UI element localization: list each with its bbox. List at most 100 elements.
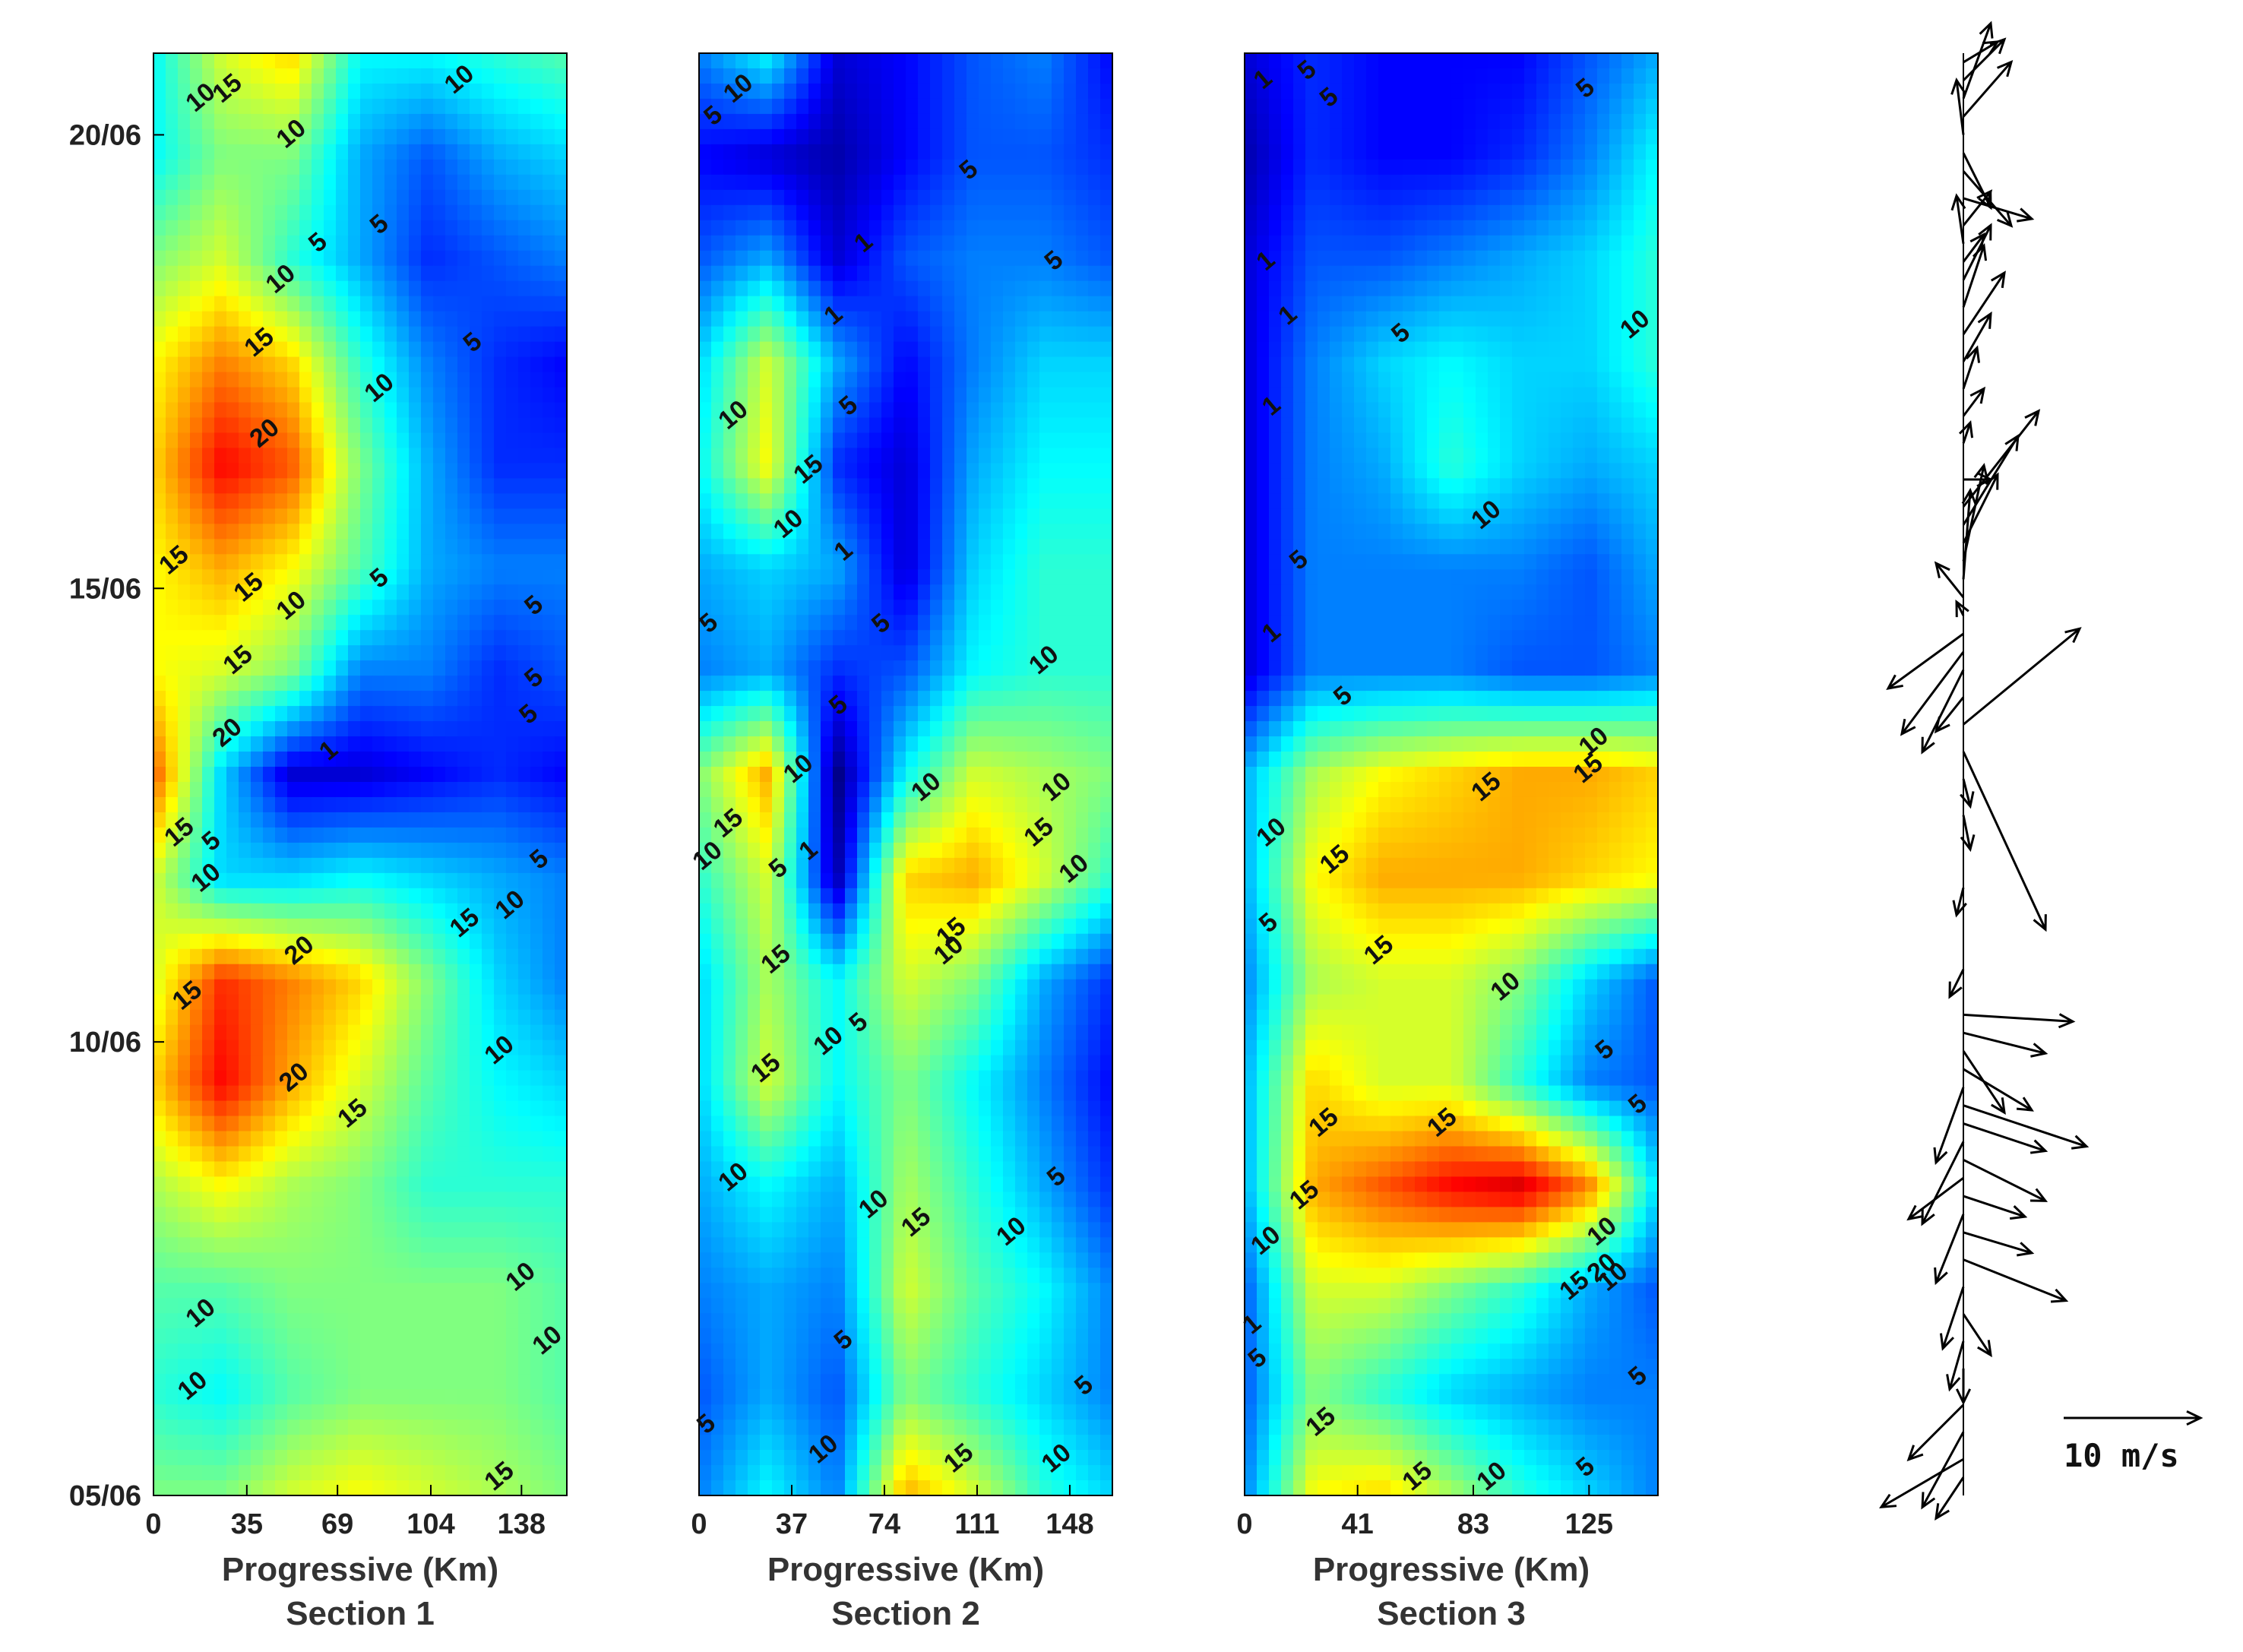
- heatmap-cell: [772, 326, 785, 343]
- heatmap-cell: [979, 448, 992, 464]
- heatmap-cell: [239, 1207, 252, 1223]
- heatmap-cell: [530, 888, 543, 904]
- heatmap-cell: [918, 144, 931, 160]
- heatmap-cell: [470, 615, 482, 631]
- heatmap-cell: [530, 1480, 543, 1495]
- heatmap-cell: [312, 1161, 324, 1178]
- heatmap-cell: [239, 250, 252, 267]
- heatmap-cell: [409, 1419, 422, 1435]
- heatmap-cell: [906, 630, 919, 646]
- heatmap-cell: [263, 1055, 276, 1071]
- heatmap-cell: [287, 1116, 300, 1132]
- heatmap-cell: [409, 584, 422, 601]
- heatmap-cell: [869, 493, 882, 510]
- heatmap-cell: [457, 113, 470, 130]
- heatmap-cell: [239, 539, 252, 555]
- heatmap-cell: [312, 524, 324, 540]
- heatmap-cell: [348, 508, 361, 525]
- heatmap-cell: [360, 1100, 373, 1117]
- heatmap-cell: [214, 1161, 227, 1178]
- heatmap-cell: [226, 1055, 239, 1071]
- heatmap-cell: [239, 1024, 252, 1041]
- heatmap-cell: [287, 1252, 300, 1269]
- heatmap-cell: [409, 356, 422, 373]
- heatmap-cell: [1003, 387, 1016, 404]
- heatmap-cell: [457, 676, 470, 691]
- heatmap-cell: [178, 463, 191, 479]
- heatmap-cell: [482, 235, 495, 252]
- heatmap-cell: [954, 463, 967, 479]
- heatmap-cell: [433, 1298, 446, 1315]
- heatmap-cell: [1088, 600, 1101, 616]
- heatmap-cell: [433, 630, 446, 646]
- heatmap-cell: [372, 204, 385, 221]
- heatmap-cell: [251, 387, 264, 404]
- heatmap-cell: [555, 645, 567, 661]
- heatmap-cell: [214, 1328, 227, 1345]
- heatmap-cell: [275, 508, 288, 525]
- heatmap-cell: [543, 569, 555, 586]
- heatmap-cell: [857, 113, 870, 130]
- heatmap-cell: [214, 842, 227, 859]
- heatmap-cell: [555, 706, 567, 722]
- heatmap-cell: [881, 432, 894, 449]
- heatmap-cell: [470, 539, 482, 555]
- heatmap-cell: [1088, 144, 1101, 160]
- heatmap-cell: [1076, 341, 1089, 358]
- heatmap-cell: [457, 1024, 470, 1041]
- heatmap-cell: [384, 326, 397, 343]
- heatmap-cell: [1027, 189, 1040, 206]
- heatmap-cell: [153, 341, 166, 358]
- heatmap-cell: [942, 645, 955, 661]
- heatmap-cell: [457, 1237, 470, 1254]
- heatmap-cell: [918, 645, 931, 661]
- heatmap-cell: [543, 903, 555, 919]
- heatmap-cell: [372, 888, 385, 904]
- heatmap-cell: [881, 235, 894, 252]
- heatmap-cell: [506, 311, 519, 328]
- heatmap-cell: [445, 1343, 458, 1359]
- heatmap-cell: [808, 615, 821, 631]
- heatmap-cell: [918, 356, 931, 373]
- heatmap-cell: [530, 994, 543, 1011]
- heatmap-cell: [214, 326, 227, 343]
- heatmap-cell: [1064, 752, 1077, 767]
- heatmap-cell: [1039, 539, 1052, 555]
- heatmap-cell: [287, 1267, 300, 1284]
- heatmap-cell: [881, 128, 894, 145]
- heatmap-cell: [166, 872, 179, 889]
- heatmap-cell: [226, 53, 239, 69]
- heatmap-cell: [543, 979, 555, 995]
- heatmap-cell: [966, 83, 979, 100]
- heatmap-cell: [384, 781, 397, 798]
- heatmap-cell: [433, 676, 446, 691]
- heatmap-cell: [711, 432, 724, 449]
- heatmap-cell: [263, 53, 276, 69]
- heatmap-cell: [966, 265, 979, 282]
- heatmap-cell: [930, 630, 943, 646]
- heatmap-cell: [312, 600, 324, 616]
- heatmap-cell: [421, 1207, 434, 1223]
- heatmap-cell: [723, 402, 736, 419]
- heatmap-cell: [214, 615, 227, 631]
- heatmap-cell: [214, 660, 227, 676]
- heatmap-cell: [543, 1207, 555, 1223]
- heatmap-cell: [457, 1389, 470, 1405]
- heatmap-cell: [518, 781, 531, 798]
- heatmap-cell: [299, 1404, 312, 1420]
- heatmap-cell: [1039, 189, 1052, 206]
- heatmap-cell: [1088, 128, 1101, 145]
- heatmap-cell: [869, 128, 882, 145]
- heatmap-cell: [166, 615, 179, 631]
- heatmap-cell: [153, 676, 166, 691]
- heatmap-cell: [421, 1131, 434, 1147]
- heatmap-cell: [190, 1024, 203, 1041]
- heatmap-cell: [239, 448, 252, 464]
- heatmap-cell: [384, 1222, 397, 1239]
- heatmap-cell: [699, 781, 712, 798]
- heatmap-cell: [239, 1009, 252, 1026]
- heatmap-cell: [906, 311, 919, 328]
- heatmap-cell: [312, 1055, 324, 1071]
- heatmap-cell: [760, 463, 773, 479]
- heatmap-cell: [421, 660, 434, 676]
